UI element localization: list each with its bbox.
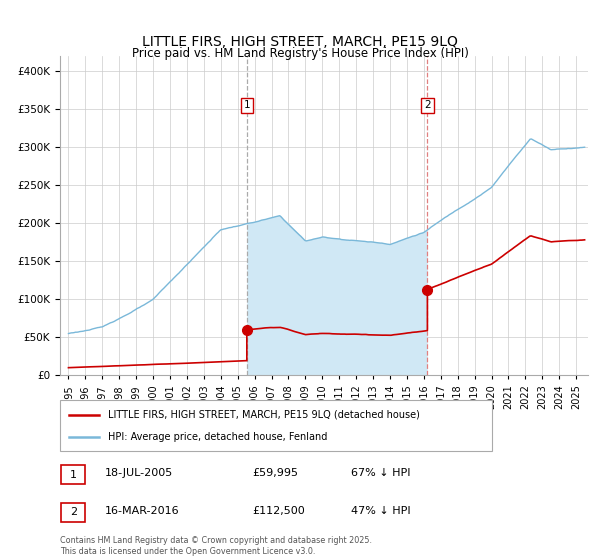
Text: Contains HM Land Registry data © Crown copyright and database right 2025.
This d: Contains HM Land Registry data © Crown c… (60, 536, 372, 556)
Text: 1: 1 (244, 100, 250, 110)
Text: £112,500: £112,500 (252, 506, 305, 516)
Text: 67% ↓ HPI: 67% ↓ HPI (351, 468, 410, 478)
Text: 1: 1 (70, 470, 77, 480)
Text: £59,995: £59,995 (252, 468, 298, 478)
Text: HPI: Average price, detached house, Fenland: HPI: Average price, detached house, Fenl… (107, 432, 327, 442)
Text: 18-JUL-2005: 18-JUL-2005 (105, 468, 173, 478)
Text: 2: 2 (70, 507, 77, 517)
Text: LITTLE FIRS, HIGH STREET, MARCH, PE15 9LQ (detached house): LITTLE FIRS, HIGH STREET, MARCH, PE15 9L… (107, 409, 419, 419)
Text: LITTLE FIRS, HIGH STREET, MARCH, PE15 9LQ: LITTLE FIRS, HIGH STREET, MARCH, PE15 9L… (142, 35, 458, 49)
FancyBboxPatch shape (60, 400, 492, 451)
Text: 2: 2 (424, 100, 431, 110)
Text: 16-MAR-2016: 16-MAR-2016 (105, 506, 179, 516)
Text: 47% ↓ HPI: 47% ↓ HPI (351, 506, 410, 516)
Text: Price paid vs. HM Land Registry's House Price Index (HPI): Price paid vs. HM Land Registry's House … (131, 46, 469, 60)
FancyBboxPatch shape (61, 465, 85, 484)
FancyBboxPatch shape (61, 503, 85, 522)
